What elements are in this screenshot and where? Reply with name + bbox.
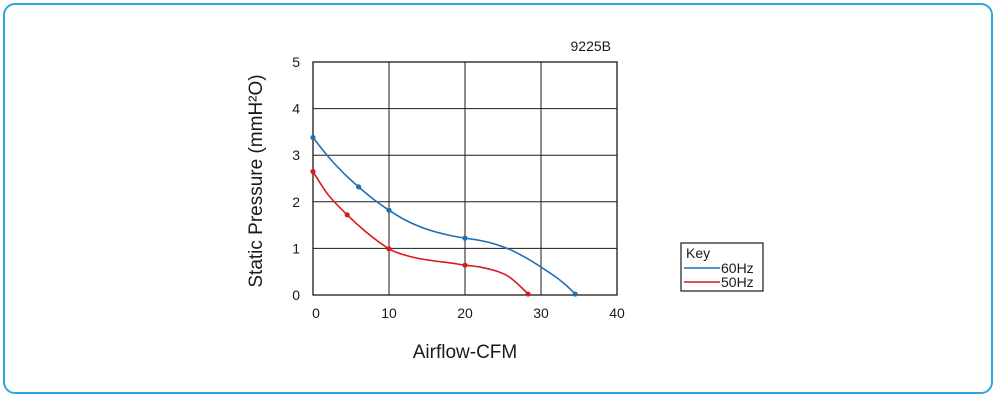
y-axis-title: Static Pressure (mmH²O) [246,74,267,287]
data-point-60hz [386,207,392,213]
chart-frame [3,3,993,394]
y-tick-label: 2 [292,194,300,210]
x-axis-title: Airflow-CFM [413,342,518,363]
plot-area-border [312,61,618,296]
y-tick-label: 4 [292,101,300,117]
model-label: 9225B [571,38,611,54]
x-tick-label: 30 [533,305,549,321]
data-point-60hz [310,134,316,141]
legend-label-50hz: 50Hz [721,274,754,290]
y-tick-label: 1 [292,240,300,256]
y-tick-label: 0 [292,287,300,303]
legend-label-60hz: 60Hz [721,260,754,276]
data-point-60hz [356,184,362,190]
x-tick-label: 20 [457,305,473,321]
legend: Key 60Hz 50Hz [680,242,764,292]
series-line-50hz [312,171,529,295]
x-tick-label: 40 [609,305,625,321]
data-point-50hz [310,168,316,175]
x-tick-label: 10 [381,305,397,321]
data-point-50hz [525,291,531,297]
series-line-60hz [312,136,576,295]
data-point-50hz [344,212,350,218]
data-point-60hz [572,291,578,297]
data-point-50hz [386,246,392,252]
y-tick-label: 5 [292,54,300,70]
data-point-60hz [462,235,468,241]
legend-box [680,242,764,292]
data-point-50hz [462,262,468,268]
y-tick-label: 3 [292,147,300,163]
legend-title: Key [686,245,710,261]
x-tick-label: 0 [312,305,320,321]
